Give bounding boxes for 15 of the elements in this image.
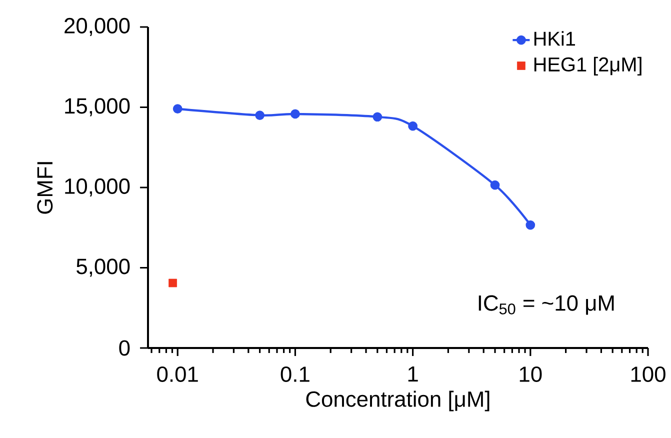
y-tick-label: 20,000	[64, 18, 130, 36]
legend-label: HEG1 [2μM]	[534, 56, 642, 76]
y-tick-label: 0	[119, 340, 130, 356]
x-tick-label: 0.01	[157, 366, 198, 382]
y-tick-label: 5,000	[76, 258, 130, 277]
x-axis-title: Concentration [μM]	[306, 390, 490, 412]
y-tick-label: 10,000	[65, 178, 130, 197]
x-tick-label: 0.1	[280, 366, 310, 382]
x-tick-label: 10	[520, 366, 542, 382]
y-tick-label: 15,000	[65, 98, 130, 116]
x-tick-label: 100	[631, 366, 666, 382]
legend-label: HKi1	[534, 31, 575, 46]
y-axis-title: GMFI	[37, 162, 53, 214]
annotation: IC$_{50}$ = ~10 μM	[478, 295, 614, 315]
x-tick-label: 1	[408, 366, 418, 382]
